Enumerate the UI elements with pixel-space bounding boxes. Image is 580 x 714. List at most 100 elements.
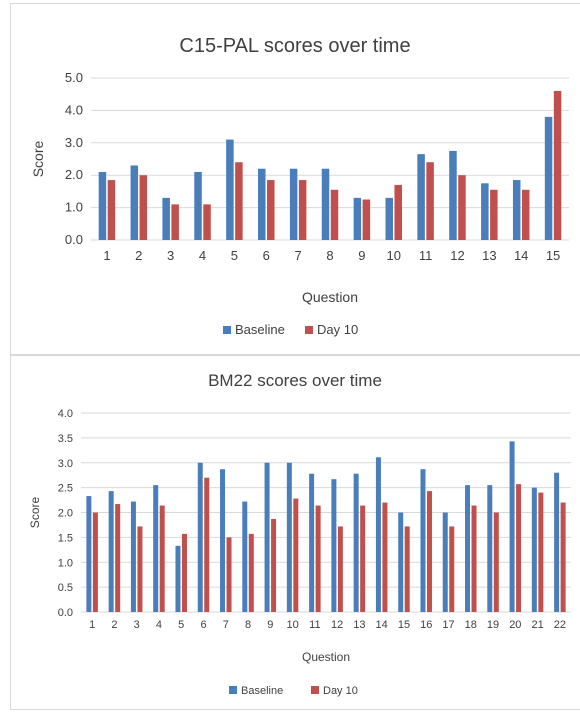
x-tick-label: 11 (419, 248, 433, 263)
x-tick-label: 14 (514, 248, 528, 263)
bar-day10-q5 (235, 162, 243, 240)
y-tick-label: 1.0 (58, 557, 73, 569)
c15pal-bar-chart: C15-PAL scores over time 0.0 1.0 2.0 3.0 4.0 5… (30, 35, 569, 337)
bar-baseline-q2 (130, 165, 139, 240)
bar-baseline-q8 (321, 168, 330, 240)
bar-day10-q9 (271, 518, 277, 612)
bar-baseline-q15 (398, 512, 404, 612)
bar-baseline-q7 (220, 469, 226, 612)
bar-baseline-q10 (286, 462, 292, 612)
x-tick-label: 16 (420, 619, 432, 631)
x-tick-label: 11 (309, 619, 320, 631)
y-tick-label: 5.0 (65, 70, 83, 85)
legend-swatch-baseline (229, 686, 237, 694)
x-axis-label: Question (302, 650, 350, 664)
y-tick-label: 3.5 (58, 433, 73, 445)
bar-baseline-q21 (531, 487, 537, 612)
chart-panel-bm22: BM22 scores over time 0.0 0.5 1.0 1.5 2.0 2.5 3… (10, 355, 580, 710)
x-tick-label: 8 (245, 619, 251, 631)
x-tick-label: 1 (89, 619, 95, 631)
bar-day10-q21 (538, 492, 544, 612)
y-tick-label: 3.0 (65, 135, 83, 150)
x-tick-label: 13 (353, 619, 365, 631)
bar-day10-q6 (267, 180, 275, 240)
bar-baseline-q4 (194, 171, 202, 240)
bar-baseline-q17 (442, 512, 448, 612)
bar-day10-q3 (171, 204, 179, 240)
x-tick-label: 19 (487, 619, 499, 631)
x-tick-label: 2 (135, 248, 142, 263)
bar-baseline-q4 (153, 485, 159, 612)
x-tick-label: 15 (398, 619, 410, 631)
bar-baseline-q10 (385, 197, 393, 240)
y-tick-label: 0.0 (65, 232, 83, 247)
bar-day10-q4 (159, 505, 165, 612)
x-tick-label: 9 (358, 248, 365, 263)
bar-day10-q18 (471, 505, 477, 612)
x-tick-label: 6 (263, 248, 270, 263)
legend-label-baseline: Baseline (235, 322, 285, 337)
x-tick-label: 4 (156, 619, 162, 631)
bar-baseline-q16 (420, 469, 426, 612)
x-tick-label: 5 (231, 248, 238, 263)
bar-baseline-q11 (417, 154, 425, 240)
bar-baseline-q2 (108, 491, 114, 612)
bar-day10-q10 (394, 184, 402, 240)
bar-baseline-q20 (509, 441, 515, 612)
bar-day10-q12 (337, 526, 343, 612)
y-tick-label: 2.0 (65, 167, 83, 182)
x-tick-label: 12 (450, 248, 464, 263)
bar-baseline-q12 (331, 479, 337, 612)
bm22-legend: Baseline Day 10 (229, 685, 358, 697)
bar-baseline-q22 (554, 472, 560, 612)
chart-panel-c15pal: C15-PAL scores over time 0.0 1.0 2.0 3.0 4.0 5… (10, 3, 580, 355)
bar-baseline-q9 (264, 462, 270, 612)
x-tick-label: 17 (442, 619, 454, 631)
bar-baseline-q6 (258, 168, 266, 240)
bar-day10-q13 (490, 189, 498, 240)
bar-day10-q13 (360, 505, 366, 612)
bar-day10-q7 (226, 537, 232, 612)
bar-baseline-q14 (512, 180, 521, 240)
x-tick-label: 21 (531, 619, 543, 631)
x-tick-label: 6 (200, 619, 206, 631)
legend-label-day10: Day 10 (317, 322, 358, 337)
legend-label-baseline: Baseline (241, 685, 283, 697)
bar-day10-q8 (330, 189, 339, 240)
bar-day10-q11 (315, 505, 321, 612)
chart-title: BM22 scores over time (208, 371, 382, 390)
bar-day10-q1 (107, 180, 116, 240)
y-tick-label: 3.0 (58, 458, 73, 470)
bar-day10-q19 (493, 512, 499, 612)
bar-day10-q10 (293, 498, 299, 612)
bar-baseline-q9 (353, 197, 362, 240)
bm22-bar-chart: BM22 scores over time 0.0 0.5 1.0 1.5 2.0 2.5 3… (28, 371, 571, 697)
bar-day10-q14 (521, 189, 530, 240)
y-tick-label: 4.0 (65, 102, 83, 117)
bar-day10-q5 (181, 533, 187, 612)
bar-day10-q12 (458, 175, 466, 240)
x-tick-label: 9 (267, 619, 273, 631)
c15pal-legend: Baseline Day 10 (223, 322, 358, 337)
legend-swatch-baseline (223, 326, 231, 334)
bar-baseline-q1 (98, 171, 107, 240)
x-tick-label: 14 (376, 619, 388, 631)
bar-baseline-q15 (544, 116, 553, 240)
y-tick-label: 0.0 (58, 607, 73, 619)
bar-day10-q6 (204, 477, 210, 612)
y-tick-label: 1.0 (65, 200, 83, 215)
bar-day10-q7 (298, 180, 307, 240)
legend-swatch-day10 (311, 686, 319, 694)
bar-day10-q2 (139, 175, 148, 240)
legend-swatch-day10 (305, 326, 313, 334)
y-tick-label: 0.5 (58, 582, 73, 594)
bar-day10-q17 (449, 526, 455, 612)
x-tick-label: 18 (465, 619, 477, 631)
bar-baseline-q19 (487, 485, 493, 612)
x-tick-label: 5 (178, 619, 184, 631)
x-tick-label: 7 (223, 619, 229, 631)
x-tick-label: 3 (134, 619, 140, 631)
bar-day10-q2 (115, 504, 121, 612)
x-tick-label: 4 (199, 248, 206, 263)
bar-baseline-q18 (465, 485, 471, 612)
